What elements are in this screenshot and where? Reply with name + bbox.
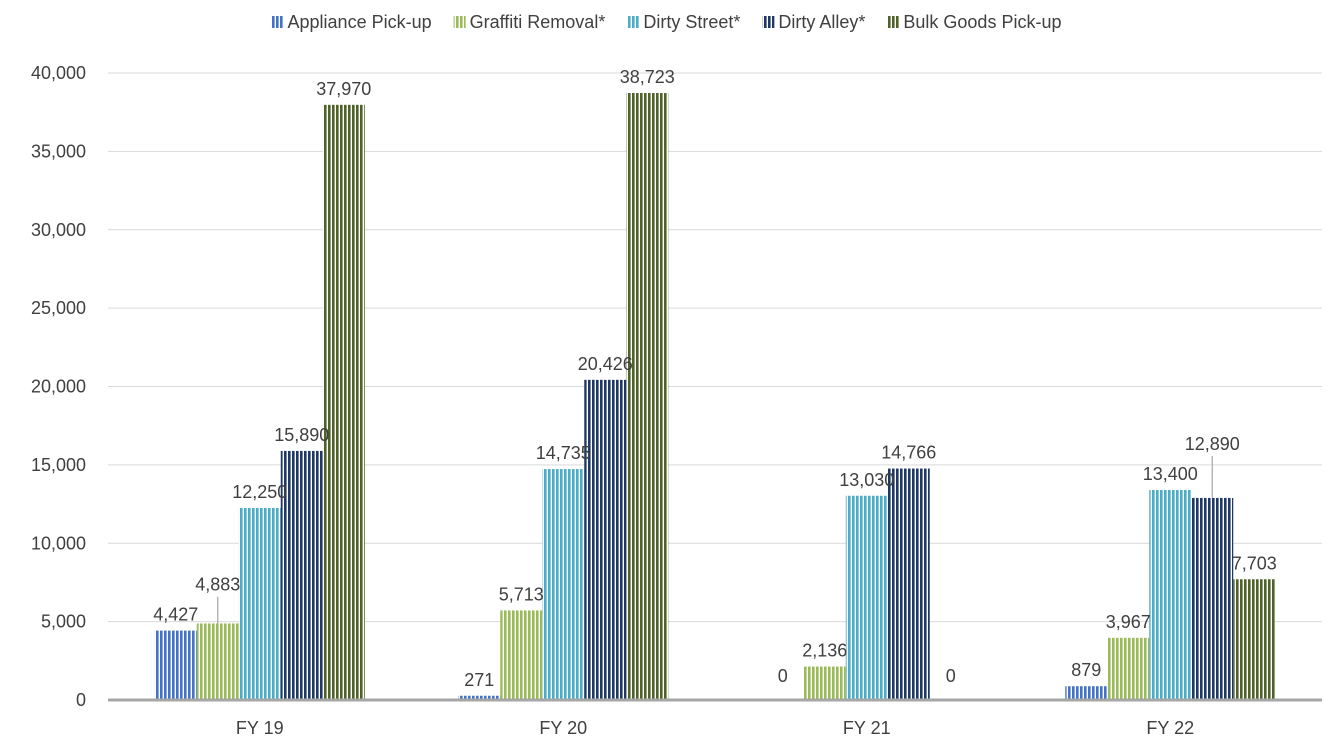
bar-bulk-goods-pick-up-fy-22 <box>1233 579 1276 700</box>
legend-label: Dirty Alley* <box>778 12 865 32</box>
data-label-bulk-goods-pick-up-fy-19: 37,970 <box>316 79 371 99</box>
data-labels: 4,427 4,883 12,250 15,890 37,970 271 5,713 14,7… <box>153 67 1277 690</box>
data-label-dirty-street-fy-22: 13,400 <box>1143 464 1198 484</box>
x-tick-label: FY 21 <box>843 718 891 738</box>
data-label-dirty-alley-fy-22: 12,890 <box>1185 434 1240 454</box>
legend-label: Appliance Pick-up <box>288 12 432 32</box>
bar-graffiti-removal-fy-20 <box>500 610 543 700</box>
bar-bulk-goods-pick-up-fy-20 <box>626 93 669 701</box>
bar-dirty-street-fy-22 <box>1149 489 1192 700</box>
bar-appliance-pick-up-fy-19 <box>154 630 197 700</box>
leader-lines <box>217 455 1213 624</box>
y-tick-label: 20,000 <box>31 377 86 397</box>
y-tick-label: 5,000 <box>41 612 86 632</box>
legend-item-dirty-street: Dirty Street* <box>627 12 740 32</box>
data-label-dirty-street-fy-21: 13,030 <box>839 470 894 490</box>
data-label-graffiti-removal-fy-20: 5,713 <box>499 584 544 604</box>
legend-swatch <box>627 16 640 28</box>
data-label-dirty-street-fy-20: 14,735 <box>536 443 591 463</box>
y-tick-label: 15,000 <box>31 455 86 475</box>
bar-bulk-goods-pick-up-fy-19 <box>322 104 365 700</box>
x-tick-label: FY 20 <box>539 718 587 738</box>
y-tick-label: 0 <box>76 690 86 710</box>
bars <box>154 93 1276 701</box>
bar-graffiti-removal-fy-21 <box>803 666 846 700</box>
data-label-graffiti-removal-fy-21: 2,136 <box>802 641 847 661</box>
legend-label: Dirty Street* <box>643 12 740 32</box>
data-label-appliance-pick-up-fy-21: 0 <box>778 666 788 686</box>
legend-item-dirty-alley: Dirty Alley* <box>762 12 865 32</box>
data-label-bulk-goods-pick-up-fy-20: 38,723 <box>620 67 675 87</box>
bar-appliance-pick-up-fy-22 <box>1065 686 1108 700</box>
y-tick-label: 30,000 <box>31 220 86 240</box>
data-label-dirty-alley-fy-21: 14,766 <box>881 443 936 463</box>
data-label-graffiti-removal-fy-22: 3,967 <box>1106 612 1151 632</box>
legend-swatch <box>453 16 466 28</box>
y-tick-label: 25,000 <box>31 298 86 318</box>
legend-swatch <box>887 16 900 28</box>
bar-dirty-alley-fy-21 <box>887 468 930 700</box>
legend-label: Bulk Goods Pick-up <box>903 12 1061 32</box>
data-label-appliance-pick-up-fy-20: 271 <box>464 670 494 690</box>
bar-dirty-street-fy-21 <box>845 495 888 700</box>
y-axis: 0 5,000 10,000 15,000 20,000 25,000 30,000 35,0… <box>31 63 86 710</box>
x-tick-label: FY 22 <box>1146 718 1194 738</box>
bar-appliance-pick-up-fy-20 <box>458 695 501 700</box>
data-label-dirty-alley-fy-19: 15,890 <box>274 425 329 445</box>
legend-item-appliance-pick-up: Appliance Pick-up <box>271 12 432 32</box>
bar-dirty-street-fy-20 <box>542 469 585 700</box>
bar-dirty-alley-fy-22 <box>1191 497 1234 700</box>
y-tick-label: 40,000 <box>31 63 86 83</box>
data-label-dirty-alley-fy-20: 20,426 <box>578 354 633 374</box>
legend-item-graffiti-removal: Graffiti Removal* <box>453 12 606 32</box>
data-label-bulk-goods-pick-up-fy-21: 0 <box>946 666 956 686</box>
bar-graffiti-removal-fy-22 <box>1107 637 1150 700</box>
bar-dirty-alley-fy-20 <box>584 379 627 700</box>
x-axis: FY 19 FY 20 FY 21 FY 22 <box>236 718 1194 738</box>
bar-graffiti-removal-fy-19 <box>196 623 239 700</box>
data-label-graffiti-removal-fy-19: 4,883 <box>195 575 240 595</box>
x-tick-label: FY 19 <box>236 718 284 738</box>
y-tick-label: 10,000 <box>31 533 86 553</box>
bar-dirty-street-fy-19 <box>238 507 281 700</box>
legend-swatch <box>271 16 284 28</box>
legend-item-bulk-goods-pick-up: Bulk Goods Pick-up <box>887 12 1061 32</box>
y-tick-label: 35,000 <box>31 141 86 161</box>
legend-label: Graffiti Removal* <box>470 12 606 32</box>
data-label-bulk-goods-pick-up-fy-22: 7,703 <box>1232 553 1277 573</box>
bar-dirty-alley-fy-19 <box>280 450 323 700</box>
data-label-dirty-street-fy-19: 12,250 <box>232 482 287 502</box>
legend-swatch <box>762 16 775 28</box>
legend: Appliance Pick-up Graffiti Removal* Dirty … <box>271 12 1061 32</box>
data-label-appliance-pick-up-fy-19: 4,427 <box>153 605 198 625</box>
data-label-appliance-pick-up-fy-22: 879 <box>1071 660 1101 680</box>
